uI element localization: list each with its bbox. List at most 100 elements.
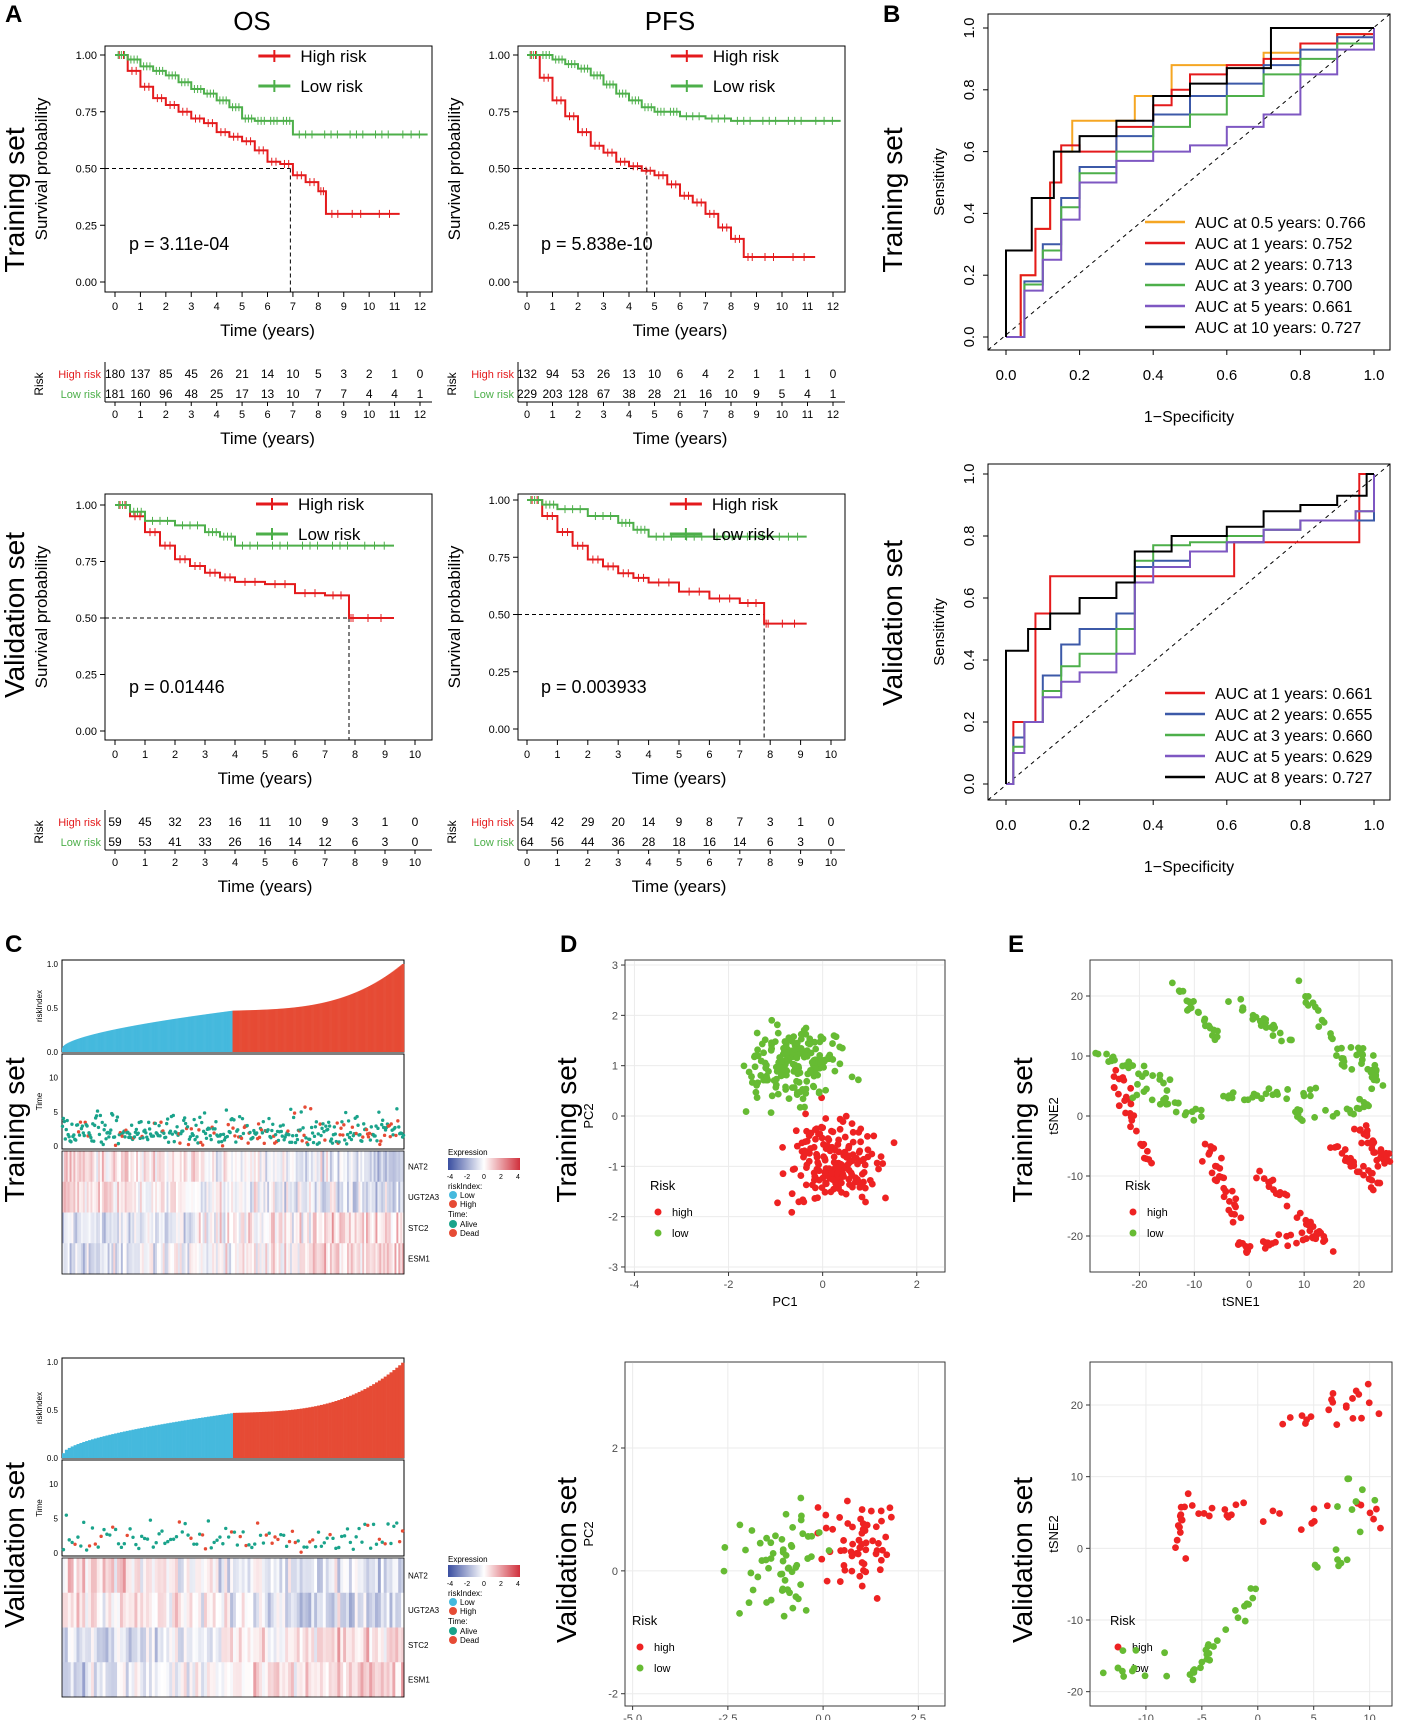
risk-table-low-count: 10 [724, 387, 738, 401]
heatmap-cell [290, 1558, 295, 1594]
heatmap-cell [389, 1558, 393, 1594]
heatmap-cell [329, 1181, 333, 1213]
heatmap-cell [371, 1212, 374, 1244]
riskindex-bar [163, 1423, 167, 1458]
scatter-point [809, 1082, 817, 1090]
scatter-xtick-label: 10 [1364, 1713, 1376, 1720]
roc-frame [987, 13, 1391, 351]
heatmap-cell [325, 1662, 330, 1698]
time-point [308, 1540, 312, 1544]
heatmap-cell [364, 1151, 367, 1183]
heatmap-cell [84, 1181, 88, 1213]
heatmap-cell [183, 1181, 186, 1213]
scatter-point [1297, 1526, 1305, 1534]
km-xtick-label: 1 [554, 749, 560, 761]
heatmap-cell [162, 1212, 165, 1244]
scatter-point [818, 1555, 826, 1563]
scatter-point [815, 1089, 823, 1097]
risk-table-time: 1 [142, 857, 148, 869]
heatmap-cell [328, 1151, 331, 1183]
heatmap-cell [93, 1627, 98, 1663]
scatter-point [1310, 1517, 1318, 1525]
heatmap-cell [244, 1662, 248, 1698]
heatmap-cell [310, 1212, 314, 1244]
heatmap-cell [302, 1558, 306, 1594]
time-point [375, 1139, 379, 1143]
scatter-point [1334, 1503, 1341, 1510]
riskindex-bar [353, 993, 356, 1052]
heatmap-cell [271, 1181, 274, 1213]
heatmap-cell [231, 1151, 234, 1183]
heatmap-cell [69, 1212, 72, 1244]
heatmap-cell [282, 1662, 286, 1698]
heatmap-cell [322, 1592, 327, 1628]
scatter-point [1232, 1203, 1239, 1211]
heatmap-cell [181, 1243, 184, 1275]
roc-curve-4 [1005, 473, 1374, 784]
risk-table-high-count: 2 [728, 367, 735, 381]
riskindex-bar [122, 1431, 127, 1458]
scatter-point [1320, 1233, 1328, 1240]
heatmap-cell [250, 1592, 254, 1628]
roc-xtick-label: 0.0 [996, 367, 1017, 384]
heatmap-cell [108, 1558, 112, 1594]
time-point [70, 1540, 74, 1545]
riskindex-bar [386, 975, 389, 1052]
scatter-point [1249, 1594, 1257, 1602]
heatmap-cell [126, 1243, 129, 1275]
riskindex-bar [302, 1408, 306, 1458]
heatmap-cell [250, 1558, 254, 1594]
riskindex-bar [282, 1410, 286, 1458]
risk-table-low-count: 17 [235, 387, 249, 401]
scatter-point [750, 1053, 758, 1061]
riskindex-bar [106, 1031, 108, 1052]
heatmap-cell [120, 1151, 124, 1183]
heatmap-cell [69, 1181, 72, 1213]
heatmap-cell [337, 1181, 340, 1213]
scatter-point [779, 1170, 787, 1178]
scatter-point [1325, 1406, 1333, 1414]
riskindex-bar [125, 1027, 127, 1052]
heatmap-cell [221, 1662, 225, 1698]
time-point [339, 1126, 343, 1130]
scatter-point [788, 1190, 796, 1198]
heatmap-cell [354, 1558, 359, 1594]
scatter-xtick-label: 2 [914, 1279, 920, 1291]
riskindex-bar [323, 1002, 325, 1052]
time-point [250, 1545, 254, 1550]
scatter-point [1365, 1102, 1373, 1110]
km-xtick-label: 7 [702, 301, 708, 313]
riskindex-bar [78, 1038, 80, 1052]
riskindex-bar [394, 969, 396, 1052]
riskindex-bar [358, 990, 360, 1052]
heatmap-cell [339, 1212, 342, 1244]
heatmap-cell [392, 1558, 396, 1594]
time-point [116, 1141, 121, 1146]
time-point [310, 1131, 315, 1135]
riskindex-bar [170, 1019, 173, 1052]
row-label-b-val: Validation set [877, 540, 908, 706]
scatter-xtick-label: -10 [1186, 1279, 1202, 1291]
risk-table-low-count: 5 [779, 387, 786, 401]
riskindex-bar [286, 1008, 288, 1052]
riskindex-bar [238, 1010, 240, 1052]
risk-table-time: 2 [172, 857, 178, 869]
heatmap-cell [117, 1151, 120, 1183]
heatmap-cell [88, 1592, 92, 1628]
heatmap-cell [358, 1151, 361, 1183]
time-point [311, 1140, 316, 1145]
riskindex-bar [397, 967, 399, 1052]
time-point [321, 1122, 325, 1126]
heatmap-cell [201, 1592, 205, 1628]
heatmap-cell [278, 1212, 281, 1244]
time-point [226, 1535, 231, 1539]
heatmap-cell [155, 1151, 158, 1183]
km-ylabel: Survival probability [32, 545, 51, 688]
scatter-ytick-label: 0 [1077, 1111, 1083, 1123]
heatmap-cell [141, 1243, 145, 1275]
time-point [356, 1123, 360, 1127]
heatmap-cell [369, 1181, 373, 1213]
riskindex-bar [191, 1016, 194, 1052]
time-point [119, 1545, 124, 1550]
heatmap-cell [192, 1592, 196, 1628]
